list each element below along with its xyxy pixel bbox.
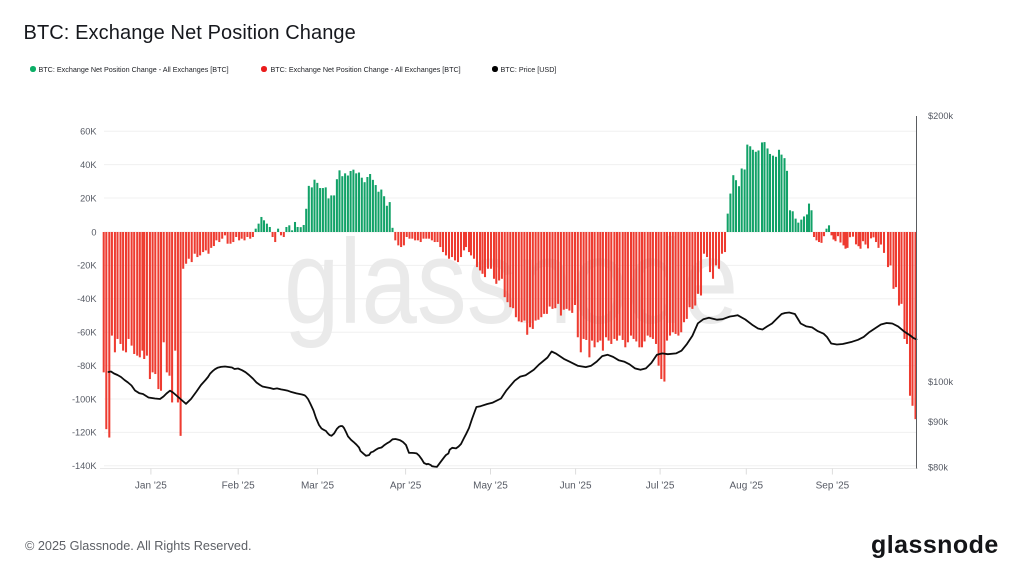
svg-text:Aug '25: Aug '25: [729, 481, 763, 492]
svg-text:$90k: $90k: [928, 417, 948, 427]
svg-text:-80K: -80K: [77, 361, 97, 371]
svg-text:-120K: -120K: [72, 428, 97, 438]
svg-text:Sep '25: Sep '25: [816, 481, 850, 492]
svg-text:-140K: -140K: [72, 461, 97, 471]
svg-text:$80k: $80k: [928, 463, 948, 473]
svg-text:Jul '25: Jul '25: [646, 481, 675, 492]
svg-text:Mar '25: Mar '25: [301, 481, 334, 492]
svg-text:Apr '25: Apr '25: [390, 481, 422, 492]
svg-text:$200k: $200k: [928, 111, 953, 121]
svg-text:Jun '25: Jun '25: [560, 481, 592, 492]
svg-text:May '25: May '25: [473, 481, 508, 492]
svg-text:-100K: -100K: [72, 394, 97, 404]
svg-text:-60K: -60K: [77, 328, 97, 338]
svg-text:20K: 20K: [80, 193, 97, 203]
svg-text:-20K: -20K: [77, 261, 97, 271]
svg-text:-40K: -40K: [77, 294, 97, 304]
svg-text:60K: 60K: [80, 127, 97, 137]
svg-text:40K: 40K: [80, 160, 97, 170]
svg-text:$100k: $100k: [928, 377, 953, 387]
svg-text:0: 0: [91, 227, 96, 237]
svg-text:Jan '25: Jan '25: [135, 481, 167, 492]
svg-text:Feb '25: Feb '25: [222, 481, 255, 492]
